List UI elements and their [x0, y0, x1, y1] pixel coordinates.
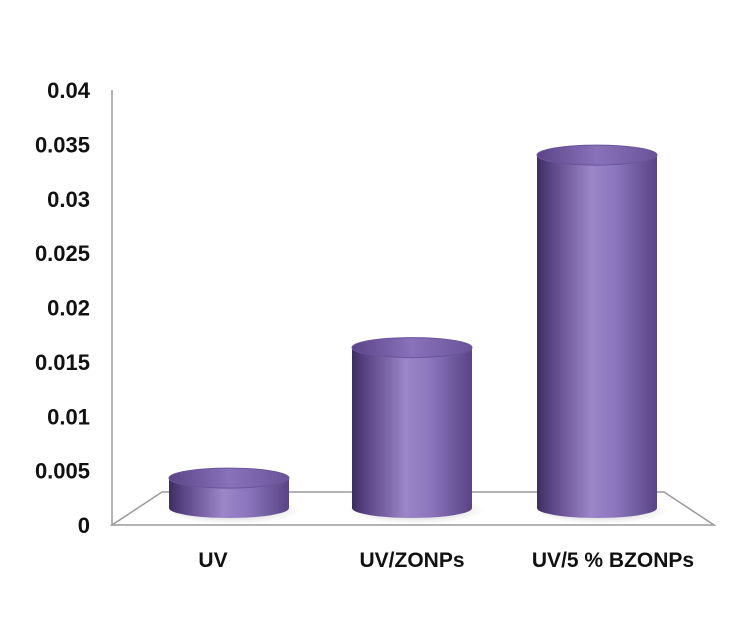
bar-body — [537, 155, 657, 518]
bar — [348, 337, 484, 524]
y-tick-label: 0.01 — [47, 404, 90, 429]
y-tick-label: 0.015 — [35, 350, 90, 375]
y-tick-label: 0.035 — [35, 132, 90, 157]
x-tick-labels: UV UV/ZONPs UV/5 % BZONPs — [198, 549, 694, 572]
y-tick-label: 0.025 — [35, 241, 90, 266]
bar — [165, 467, 301, 524]
bar-top — [536, 144, 658, 166]
floor-plane — [109, 491, 717, 526]
bar-body — [169, 478, 289, 518]
axes — [109, 90, 717, 526]
x-category-label: UV/5 % BZONPs — [532, 549, 694, 572]
bars — [165, 144, 669, 524]
y-tick-label: 0.04 — [47, 78, 91, 103]
y-tick-label: 0.005 — [35, 459, 90, 484]
bar — [533, 144, 669, 524]
y-tick-label: 0.02 — [47, 296, 90, 321]
y-tick-label: 0 — [78, 513, 90, 538]
bar-body — [352, 347, 472, 518]
bar-top — [351, 337, 473, 359]
y-tick-labels: 0 0.005 0.01 0.015 0.02 0.025 0.03 0.035 0.04 — [35, 78, 91, 538]
x-category-label: UV/ZONPs — [359, 549, 464, 572]
y-tick-label: 0.03 — [47, 187, 90, 212]
x-category-label: UV — [198, 549, 227, 572]
bar-top — [168, 467, 290, 489]
